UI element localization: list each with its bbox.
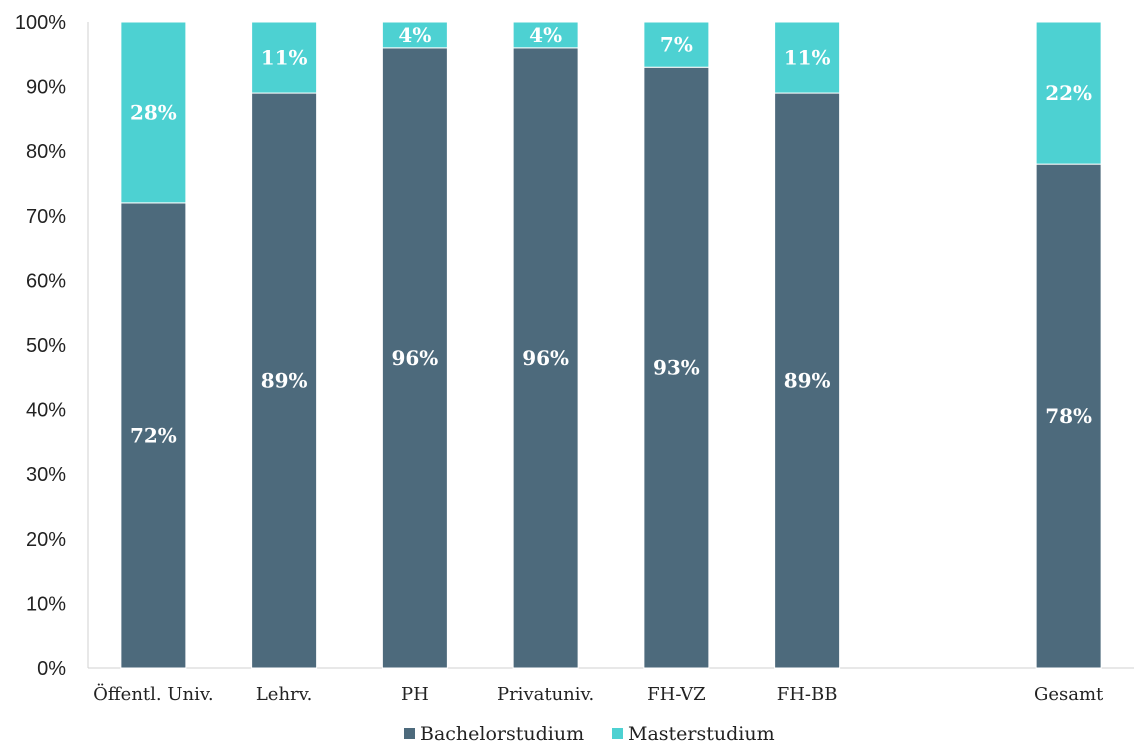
y-tick-label: 70%	[26, 206, 66, 228]
legend-swatch	[612, 728, 623, 739]
bar-bachelor	[251, 92, 318, 669]
x-category-label: PH	[401, 684, 429, 705]
data-label: 4%	[529, 23, 562, 47]
y-tick-label: 30%	[26, 464, 66, 486]
x-category-label: Gesamt	[1034, 684, 1104, 705]
bar-bachelor	[643, 66, 710, 669]
bar-master	[381, 21, 448, 49]
y-tick-label: 100%	[15, 12, 66, 34]
y-tick-label: 90%	[26, 77, 66, 99]
data-label: 78%	[1045, 404, 1092, 428]
bar-bachelor	[381, 47, 448, 669]
data-label: 22%	[1045, 81, 1092, 105]
data-label: 96%	[391, 346, 438, 370]
bar-master	[643, 21, 710, 68]
y-tick-label: 60%	[26, 270, 66, 292]
bar-bachelor	[120, 202, 187, 669]
data-label: 7%	[660, 33, 693, 57]
legend-label: Bachelorstudium	[420, 723, 584, 745]
data-label: 96%	[522, 346, 569, 370]
legend-label: Masterstudium	[628, 723, 775, 745]
legend-swatch	[404, 728, 415, 739]
bar-bachelor	[1035, 163, 1102, 669]
y-tick-label: 10%	[26, 593, 66, 615]
x-category-label: Privatuniv.	[497, 684, 594, 705]
bar-master	[1035, 21, 1102, 165]
y-tick-label: 50%	[26, 335, 66, 357]
x-category-label: FH-BB	[777, 684, 838, 705]
data-label: 93%	[653, 356, 700, 380]
bar-master	[251, 21, 318, 94]
data-label: 89%	[784, 369, 831, 393]
x-category-label: Öffentl. Univ.	[93, 682, 214, 705]
bar-bachelor	[512, 47, 579, 669]
y-tick-label: 20%	[26, 529, 66, 551]
data-label: 89%	[261, 369, 308, 393]
data-label: 72%	[130, 423, 177, 447]
x-category-label: FH-VZ	[647, 684, 705, 705]
bar-bachelor	[774, 92, 841, 669]
data-label: 28%	[130, 100, 177, 124]
data-label: 11%	[261, 46, 308, 70]
bar-master	[120, 21, 187, 204]
x-category-label: Lehrv.	[256, 684, 313, 705]
y-tick-label: 0%	[37, 658, 66, 680]
bar-master	[512, 21, 579, 49]
data-label: 4%	[398, 23, 431, 47]
data-label: 11%	[784, 46, 831, 70]
bar-master	[774, 21, 841, 94]
y-tick-label: 80%	[26, 141, 66, 163]
y-tick-label: 40%	[26, 400, 66, 422]
